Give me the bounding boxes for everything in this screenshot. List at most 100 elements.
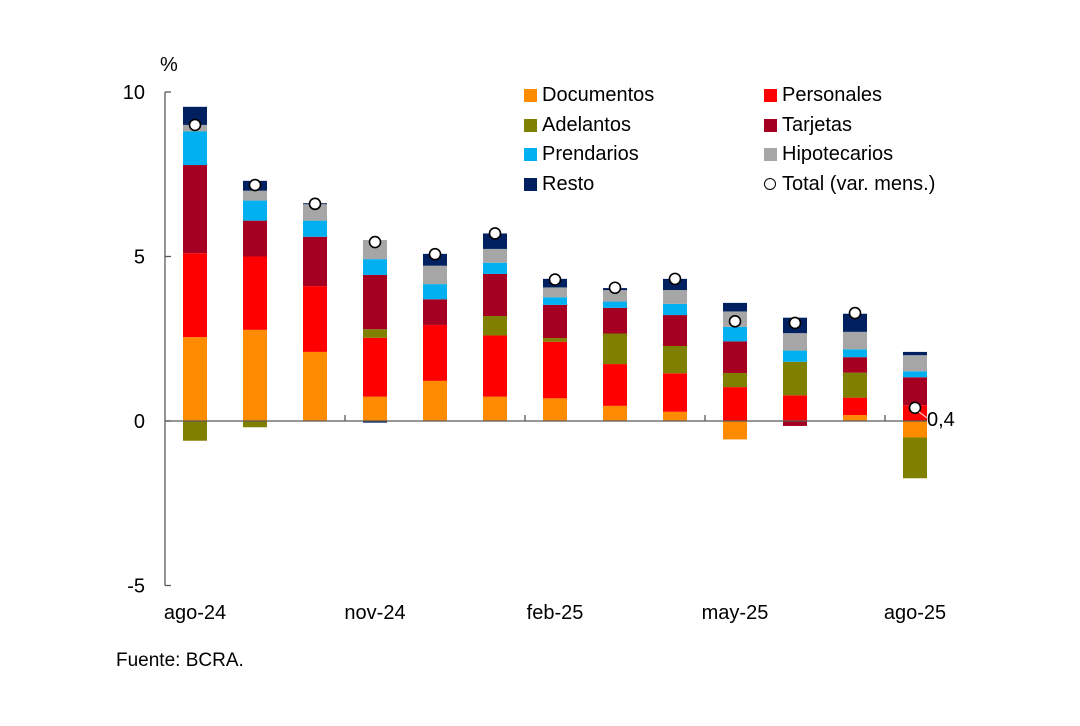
y-tick-label: -5: [127, 576, 145, 598]
legend-item: Prendarios: [524, 143, 639, 166]
bar-segment-hipotecarios: [483, 248, 507, 263]
bar-segment-adelantos: [543, 338, 567, 342]
y-axis-unit-label: %: [160, 54, 178, 76]
total-marker: [488, 227, 502, 240]
bar-segment-tarjetas: [663, 315, 687, 346]
x-tick-label: may-25: [702, 602, 769, 624]
bar-segment-adelantos: [183, 421, 207, 441]
total-marker: [608, 281, 622, 295]
bar-segment-hipotecarios: [783, 333, 807, 351]
total-marker: [368, 235, 382, 249]
bar-segment-documentos: [243, 329, 267, 421]
bar-segment-adelantos: [663, 345, 687, 374]
annotation-leader-line: [918, 411, 928, 419]
bar-segment-resto: [903, 351, 927, 356]
bar-segment-tarjetas: [723, 341, 747, 373]
bar-segment-tarjetas: [363, 274, 387, 330]
legend-swatch: [524, 89, 537, 102]
bar-segment-personales: [603, 364, 627, 406]
x-tick-label: ago-25: [884, 602, 946, 624]
bar-segment-prendarios: [303, 220, 327, 237]
bar-segment-tarjetas: [903, 377, 927, 406]
legend-item: Personales: [764, 84, 882, 107]
bar-segment-prendarios: [243, 200, 267, 221]
total-marker: [188, 118, 202, 132]
bar-segment-prendarios: [423, 284, 447, 300]
y-tick-label: 5: [134, 247, 145, 269]
bar-segment-personales: [243, 256, 267, 330]
bar-segment-tarjetas: [303, 236, 327, 287]
bar-segment-hipotecarios: [663, 290, 687, 304]
total-marker: [848, 306, 862, 320]
legend-label: Personales: [782, 84, 883, 106]
bar-segment-personales: [183, 253, 207, 338]
bar-segment-adelantos: [483, 316, 507, 336]
bar-segment-personales: [663, 373, 687, 412]
bar-segment-tarjetas: [843, 357, 867, 373]
bars: [183, 106, 927, 479]
bar-segment-personales: [363, 337, 387, 397]
bar-segment-resto: [363, 421, 387, 423]
y-tick-label: 0: [134, 411, 145, 433]
legend-item: Documentos: [524, 84, 654, 107]
bar-segment-documentos: [363, 396, 387, 421]
bar-segment-tarjetas: [243, 220, 267, 257]
bar-segment-personales: [303, 286, 327, 352]
legend-item: Tarjetas: [764, 114, 852, 137]
bar-segment-documentos: [303, 351, 327, 421]
bar-segment-prendarios: [843, 349, 867, 358]
bar-segment-documentos: [543, 398, 567, 421]
bar-segment-adelantos: [243, 421, 267, 428]
legend-item: Adelantos: [524, 114, 631, 137]
bar-segment-documentos: [483, 396, 507, 421]
legend-swatch: [524, 177, 537, 191]
annotations: 0,4: [918, 409, 955, 431]
y-tick-label: 10: [123, 82, 145, 104]
bar-segment-personales: [423, 324, 447, 381]
bar-segment-hipotecarios: [363, 240, 387, 260]
bar-segment-hipotecarios: [243, 190, 267, 201]
total-marker: [788, 316, 802, 330]
total-marker: [908, 401, 922, 415]
bar-segment-adelantos: [783, 361, 807, 396]
bar-segment-tarjetas: [603, 307, 627, 334]
bar-segment-prendarios: [723, 326, 747, 342]
annotation-label: 0,4: [927, 409, 955, 431]
y-axis: -5 0 5 10: [123, 82, 171, 598]
bar-segment-hipotecarios: [603, 290, 627, 302]
x-tick-label: feb-25: [527, 602, 584, 624]
bar-segment-personales: [783, 395, 807, 421]
bar-segment-adelantos: [843, 372, 867, 398]
total-marker: [308, 197, 322, 211]
legend-label: Resto: [542, 172, 595, 195]
x-tick-label: ago-24: [164, 602, 226, 624]
bar-segment-tarjetas: [483, 273, 507, 317]
total-marker: [548, 273, 562, 286]
bar-segment-resto: [483, 233, 507, 249]
legend-label: Hipotecarios: [782, 143, 894, 165]
bar-segment-resto: [183, 106, 207, 125]
legend-item: Total (var. mens.): [764, 173, 935, 196]
bar-segment-documentos: [723, 421, 747, 440]
bar-segment-adelantos: [603, 333, 627, 365]
bar-segment-adelantos: [363, 329, 387, 338]
total-markers: [188, 118, 922, 415]
x-axis: ago-24 nov-24 feb-25 may-25 ago-25: [164, 415, 946, 624]
bar-segment-prendarios: [363, 259, 387, 275]
bar-segment-prendarios: [483, 262, 507, 274]
x-tick-label: nov-24: [344, 602, 405, 624]
bar-segment-adelantos: [903, 437, 927, 479]
total-marker: [248, 178, 262, 192]
legend-item: Hipotecarios: [764, 143, 893, 166]
bar-segment-resto: [843, 313, 867, 332]
bar-segment-documentos: [183, 337, 207, 421]
legend-circle-marker: [764, 178, 776, 190]
bar-segment-prendarios: [543, 297, 567, 305]
bar-segment-resto: [723, 302, 747, 312]
legend-label: Tarjetas: [782, 113, 853, 136]
bar-segment-documentos: [423, 380, 447, 421]
bar-segment-hipotecarios: [843, 331, 867, 350]
legend-swatch: [764, 148, 777, 161]
bar-segment-prendarios: [183, 131, 207, 166]
